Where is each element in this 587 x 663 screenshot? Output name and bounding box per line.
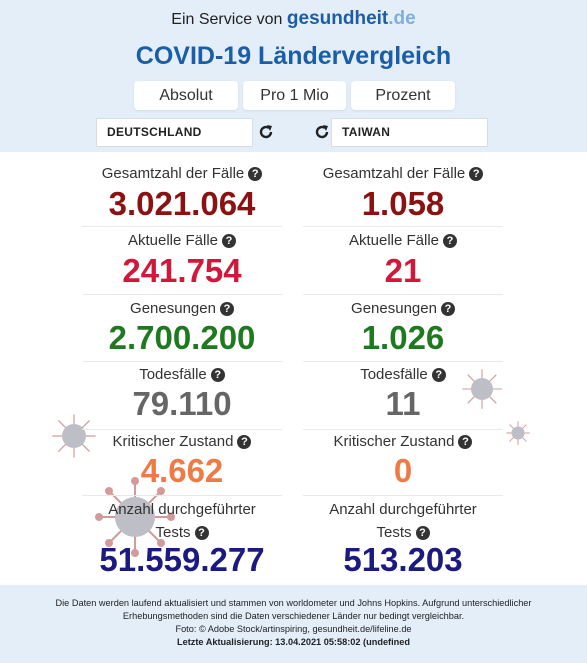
stats-area: Gesamtzahl der Fälle? 3.021.064 Aktuelle… (0, 152, 587, 584)
metric-label: Gesamtzahl der Fälle (322, 165, 466, 182)
virus-icon (95, 477, 175, 557)
brand-name: gesundheit (286, 8, 389, 29)
metric-value: 1.058 (361, 185, 445, 222)
metric-label: Aktuelle Fälle (127, 232, 219, 249)
help-icon[interactable]: ? (415, 526, 430, 540)
help-icon[interactable]: ? (469, 167, 484, 181)
metric-value: 11 (385, 385, 421, 422)
footer-last-update: Letzte Aktualisierung: 13.04.2021 05:58:… (0, 636, 587, 649)
help-icon[interactable]: ? (219, 302, 234, 316)
brand-logo[interactable]: gesundheit.de (287, 8, 416, 29)
divider (82, 429, 282, 430)
metric-value: 1.026 (361, 319, 445, 356)
metric-value: 3.021.064 (108, 185, 256, 222)
footer-line-1: Die Daten werden laufend aktualisiert un… (55, 598, 532, 608)
footer-line-2: Erhebungsmethoden sind die Daten verschi… (122, 611, 465, 621)
metric-label-line1: Anzahl durchgeführter (329, 501, 477, 518)
divider (303, 361, 503, 362)
metric-label: Gesamtzahl der Fälle (101, 165, 245, 182)
virus-icon (462, 369, 502, 409)
metric-label: Aktuelle Fälle (348, 232, 440, 249)
tab-prozent[interactable]: Prozent (351, 81, 455, 110)
divider (303, 429, 503, 430)
service-prefix: Ein Service von (171, 11, 283, 28)
divider (82, 294, 282, 295)
footer: Die Daten werden laufend aktualisiert un… (0, 585, 587, 663)
service-line: Ein Service von gesundheit.de (0, 8, 587, 30)
refresh-icon-left[interactable] (257, 123, 275, 141)
country-select-left[interactable]: DEUTSCHLAND (96, 118, 253, 147)
help-icon[interactable]: ? (237, 435, 252, 449)
metric-label-line2: Tests (155, 524, 191, 541)
last-update-text: Letzte Aktualisierung: 13.04.2021 05:58:… (177, 637, 410, 647)
view-tabs: Absolut Pro 1 Mio Prozent (0, 81, 587, 111)
divider (303, 294, 503, 295)
divider (303, 226, 503, 227)
divider (82, 361, 282, 362)
metric-value: 241.754 (122, 252, 242, 289)
tab-absolut[interactable]: Absolut (134, 81, 238, 110)
virus-icon (506, 421, 530, 445)
metric-value: 51.559.277 (99, 541, 265, 578)
metric-label-line1: Anzahl durchgeführter (108, 501, 256, 518)
help-icon[interactable]: ? (431, 368, 446, 382)
page-title: COVID-19 Ländervergleich (135, 42, 452, 70)
metric-value: 21 (384, 252, 422, 289)
header: Ein Service von gesundheit.de COVID-19 L… (0, 0, 587, 152)
country-select-right[interactable]: TAIWAN (331, 118, 488, 147)
metric-label: Genesungen (130, 300, 216, 317)
brand-tld: .de (388, 8, 416, 29)
divider (82, 495, 282, 496)
metric-label: Kritischer Zustand (333, 433, 455, 450)
virus-icon (52, 414, 96, 458)
metric-label-line2: Tests (376, 524, 412, 541)
metric-value: 0 (393, 452, 413, 489)
help-icon[interactable]: ? (222, 234, 237, 248)
help-icon[interactable]: ? (248, 167, 263, 181)
divider (82, 226, 282, 227)
metric-value: 2.700.200 (108, 319, 256, 356)
tab-pro-1-mio[interactable]: Pro 1 Mio (243, 81, 346, 110)
footer-photo-credit: Foto: © Adobe Stock/artinspiring, gesund… (175, 624, 412, 634)
metric-label: Kritischer Zustand (112, 433, 234, 450)
help-icon[interactable]: ? (458, 435, 473, 449)
refresh-icon-right[interactable] (313, 123, 331, 141)
help-icon[interactable]: ? (210, 368, 225, 382)
help-icon[interactable]: ? (440, 302, 455, 316)
metric-value: 513.203 (343, 541, 463, 578)
metric-label: Todesfälle (360, 366, 428, 383)
metric-value: 4.662 (140, 452, 224, 489)
metric-label: Todesfälle (139, 366, 207, 383)
help-icon[interactable]: ? (443, 234, 458, 248)
divider (303, 495, 503, 496)
metric-label: Genesungen (351, 300, 437, 317)
help-icon[interactable]: ? (194, 526, 209, 540)
metric-value: 79.110 (132, 385, 232, 422)
